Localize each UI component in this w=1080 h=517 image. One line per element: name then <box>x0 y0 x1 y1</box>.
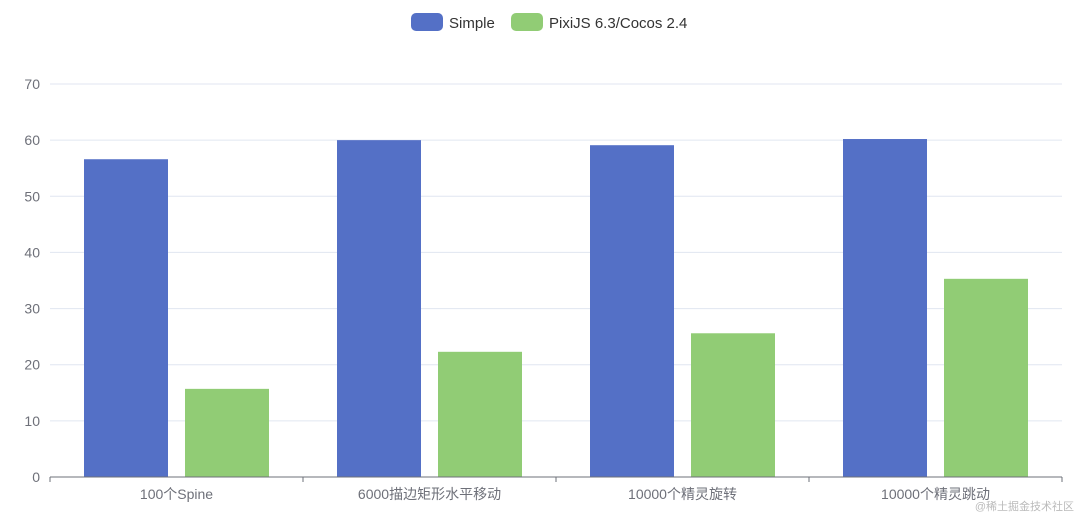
legend-label: Simple <box>449 15 495 32</box>
bar-pixi-cocos <box>185 388 269 477</box>
bar-pixi-cocos <box>438 351 522 477</box>
y-tick-label: 60 <box>24 132 40 148</box>
legend-item[interactable]: PixiJS 6.3/Cocos 2.4 <box>511 13 687 32</box>
x-axis: 100个Spine 6000描边矩形水平移动 10000个精灵旋转 10000个精灵跳… <box>49 476 1063 502</box>
grid-lines <box>50 83 1062 422</box>
legend-swatch <box>411 13 443 31</box>
y-tick-label: 50 <box>24 188 40 204</box>
y-tick-label: 10 <box>24 413 40 429</box>
y-tick-label: 70 <box>24 76 40 92</box>
watermark: @稀土掘金技术社区 <box>975 499 1074 513</box>
bar-pixi-cocos <box>944 278 1028 477</box>
legend: Simple PixiJS 6.3/Cocos 2.4 <box>411 13 687 32</box>
legend-item[interactable]: Simple <box>411 13 495 32</box>
x-tick-label: 100个Spine <box>140 486 213 502</box>
bar-pixi-cocos <box>691 333 775 477</box>
bars <box>84 139 1028 477</box>
y-tick-label: 20 <box>24 357 40 373</box>
bar-simple <box>84 159 168 477</box>
bar-simple <box>337 140 421 477</box>
legend-label: PixiJS 6.3/Cocos 2.4 <box>549 15 687 32</box>
x-tick-label: 10000个精灵跳动 <box>881 486 990 502</box>
x-tick-label: 10000个精灵旋转 <box>628 486 737 502</box>
y-axis: 0 10 20 30 40 50 60 70 <box>24 76 40 485</box>
x-tick-label: 6000描边矩形水平移动 <box>358 486 501 502</box>
legend-swatch <box>511 13 543 31</box>
y-tick-label: 0 <box>32 469 40 485</box>
bar-simple <box>590 145 674 477</box>
y-tick-label: 30 <box>24 301 40 317</box>
bar-simple <box>843 139 927 477</box>
y-tick-label: 40 <box>24 244 40 260</box>
